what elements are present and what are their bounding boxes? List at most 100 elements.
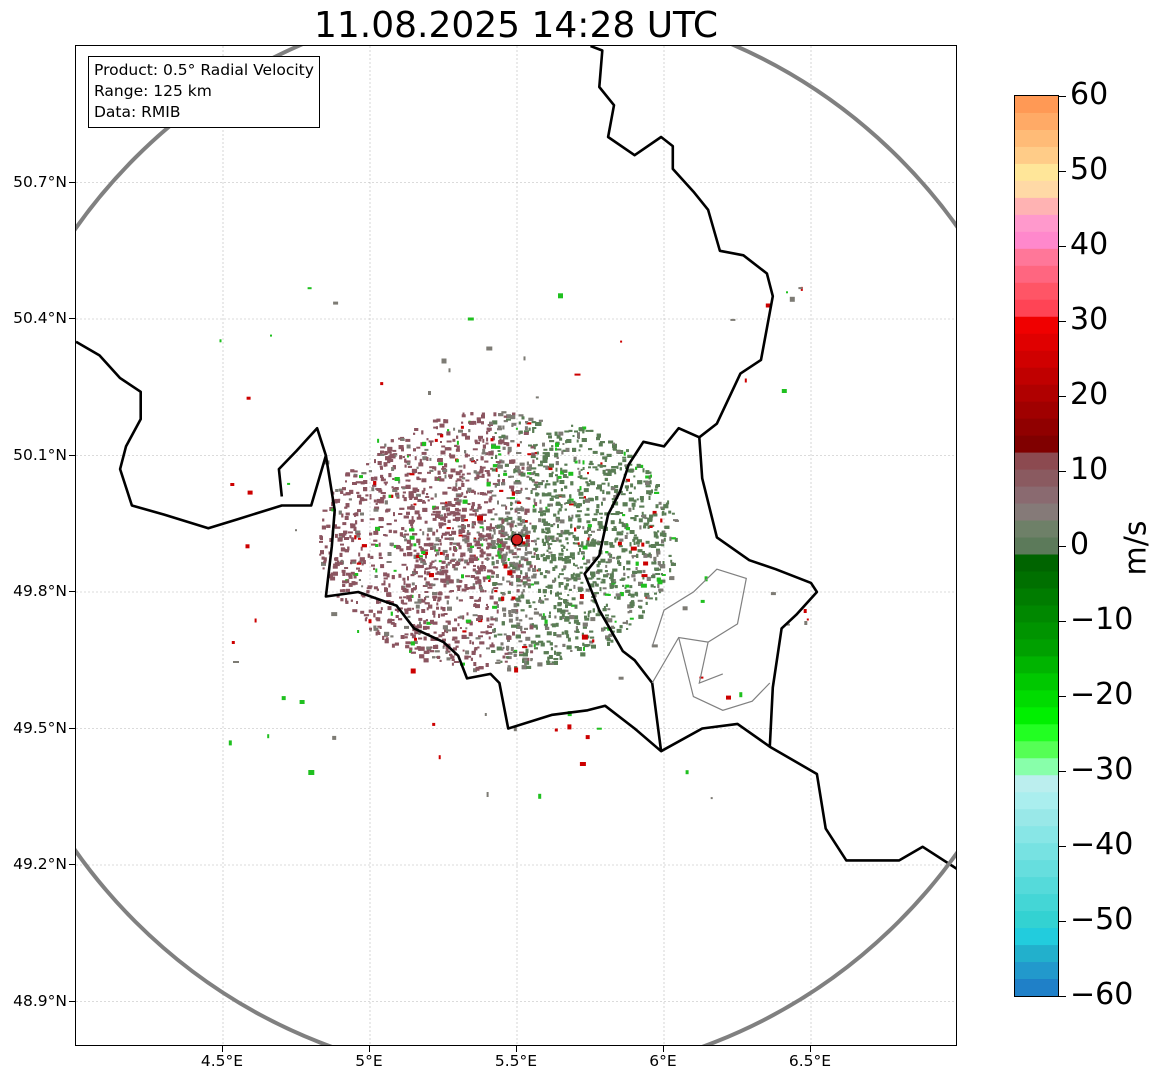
echo-cell — [622, 621, 628, 624]
echo-cell — [641, 511, 644, 515]
echo-cell — [493, 587, 499, 590]
echo-cell — [270, 334, 272, 337]
echo-cell — [517, 511, 521, 514]
colorbar-tick-label: 30 — [1070, 302, 1109, 337]
echo-cell — [445, 501, 448, 504]
echo-cell — [631, 555, 637, 558]
echo-cell — [579, 762, 586, 766]
echo-cell — [564, 485, 568, 489]
echo-cell — [658, 591, 661, 594]
echo-cell — [421, 478, 427, 483]
echo-cell — [515, 490, 521, 494]
echo-cell — [615, 501, 619, 506]
echo-cell — [533, 528, 536, 533]
echo-cell — [534, 473, 539, 477]
echo-cell — [466, 542, 472, 547]
echo-cell — [582, 431, 585, 434]
echo-cell — [527, 567, 531, 572]
echo-cell — [373, 613, 376, 618]
echo-cell — [478, 615, 481, 618]
echo-cell — [380, 446, 386, 449]
echo-cell — [667, 500, 670, 505]
echo-cell — [474, 461, 477, 464]
echo-cell — [480, 615, 483, 619]
echo-cell — [590, 571, 596, 576]
echo-cell — [636, 463, 641, 468]
colorbar-swatch — [1015, 656, 1058, 674]
colorbar-swatch — [1015, 826, 1058, 844]
echo-cell — [378, 489, 383, 493]
echo-cell — [600, 462, 603, 465]
echo-cell — [384, 443, 387, 447]
lon-tick-label: 5°E — [355, 1052, 383, 1070]
echo-cell — [335, 526, 341, 529]
echo-cell — [541, 538, 544, 543]
echo-cell — [618, 676, 624, 680]
echo-cell — [391, 467, 395, 471]
echo-cell — [575, 574, 578, 576]
echo-cell — [319, 553, 322, 556]
echo-cell — [551, 557, 557, 562]
echo-cell — [527, 422, 532, 425]
colorbar-swatch — [1015, 503, 1058, 522]
echo-cell — [553, 523, 556, 526]
echo-cell — [597, 560, 601, 565]
echo-cell — [308, 770, 315, 775]
echo-cell — [472, 583, 475, 588]
echo-cell — [345, 492, 351, 496]
echo-cell — [620, 340, 623, 343]
echo-cell — [349, 535, 352, 539]
echo-cell — [477, 507, 482, 510]
echo-cell — [410, 522, 414, 527]
echo-cell — [376, 617, 381, 622]
echo-cell — [586, 483, 590, 487]
echo-cell — [589, 498, 594, 502]
echo-cell — [461, 480, 464, 483]
echo-cell — [342, 584, 346, 587]
echo-cell — [463, 464, 466, 469]
echo-cell — [726, 695, 731, 700]
echo-cell — [576, 510, 582, 513]
echo-cell — [649, 480, 652, 485]
echo-cell — [455, 471, 461, 476]
echo-cell — [369, 494, 372, 498]
echo-cell — [563, 568, 566, 571]
echo-cell — [332, 565, 338, 569]
echo-cell — [545, 508, 550, 513]
echo-cell — [563, 599, 568, 604]
echo-cell — [570, 523, 573, 528]
echo-cell — [390, 619, 395, 621]
echo-cell — [644, 517, 648, 520]
echo-cell — [541, 531, 546, 534]
echo-cell — [637, 544, 640, 547]
echo-cell — [502, 560, 505, 564]
echo-cell — [661, 573, 663, 576]
echo-cell — [653, 556, 657, 561]
echo-cell — [648, 496, 651, 500]
echo-cell — [575, 514, 581, 518]
echo-cell — [663, 530, 666, 534]
echo-cell — [552, 579, 556, 583]
echo-cell — [682, 606, 688, 611]
echo-cell — [456, 585, 462, 588]
echo-cell — [386, 508, 391, 512]
echo-cell — [502, 576, 505, 581]
echo-cell — [449, 542, 453, 546]
echo-cell — [516, 584, 522, 587]
echo-cell — [477, 492, 480, 495]
echo-cell — [604, 512, 610, 516]
echo-cell — [378, 517, 384, 522]
echo-cell — [450, 468, 456, 473]
echo-cell — [554, 577, 557, 582]
echo-cell — [416, 609, 420, 614]
echo-cell — [476, 459, 479, 461]
echo-cell — [506, 442, 510, 447]
echo-cell — [421, 559, 425, 562]
echo-cell — [356, 567, 360, 570]
echo-cell — [461, 525, 466, 530]
echo-cell — [447, 519, 451, 523]
echo-cell — [591, 574, 596, 577]
echo-cell — [590, 481, 596, 486]
echo-cell — [443, 578, 446, 583]
echo-cell — [504, 538, 510, 541]
